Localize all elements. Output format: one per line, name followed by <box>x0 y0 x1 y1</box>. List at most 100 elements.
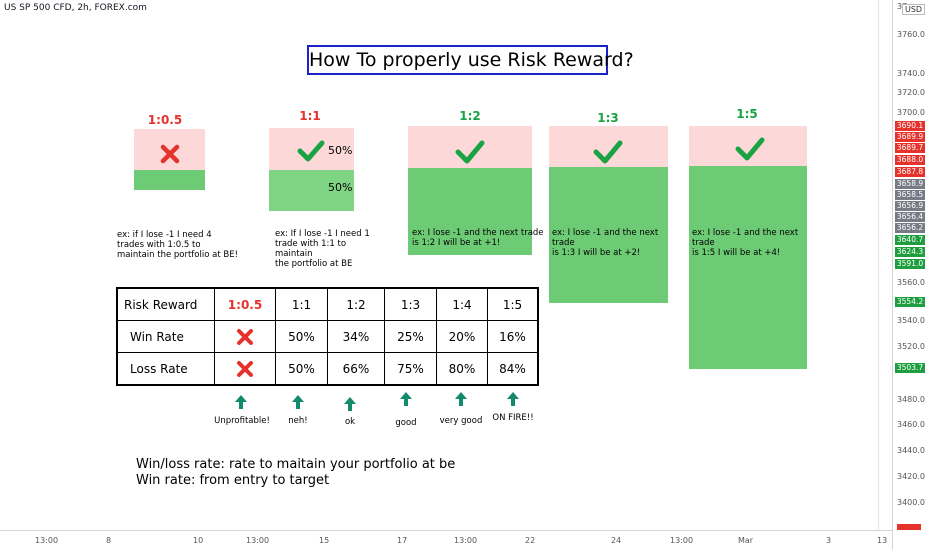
table-cell: 75% <box>384 352 437 386</box>
price-tick: 3420.0 <box>897 472 925 481</box>
reward-percent-label: 50% <box>328 181 353 194</box>
price-tick: 3740.0 <box>897 69 925 78</box>
verdict-label: ok <box>344 417 356 427</box>
price-label-green: 3503.7 <box>895 363 925 373</box>
verdict-label: neh! <box>288 416 308 426</box>
reward-zone-1-0-5 <box>134 170 205 190</box>
table-header-cell: 1:4 <box>436 287 488 321</box>
example-text-1: ex: if I lose -1 I need 4 trades with 1:… <box>117 230 238 260</box>
check-icon <box>297 140 325 162</box>
time-axis[interactable] <box>0 530 892 551</box>
table-header-cell: 1:1 <box>275 287 328 321</box>
arrow-up-icon <box>507 392 519 406</box>
loss-rate-label: Loss Rate <box>116 352 215 386</box>
price-label-green: 3591.0 <box>895 259 925 269</box>
table-header-cell: 1:3 <box>384 287 437 321</box>
arrow-up-icon <box>400 392 412 406</box>
table-cell: 20% <box>436 320 488 353</box>
table-cell: 66% <box>327 352 385 386</box>
example-text-4: ex: I lose -1 and the next trade is 1:3 … <box>552 228 659 258</box>
table-header-cell: Risk Reward <box>116 287 215 321</box>
table-cell <box>214 352 276 386</box>
chart-divider <box>878 0 879 530</box>
price-tick: 3560.0 <box>897 278 925 287</box>
risk-percent-label: 50% <box>328 144 353 157</box>
price-label-gray: 3656.2 <box>895 223 925 233</box>
table-row: Loss Rate 50% 66% 75% 80% 84% <box>116 352 539 386</box>
check-icon <box>735 137 765 161</box>
time-tick: 13:00 <box>246 536 270 545</box>
price-label-gray: 3656.9 <box>895 201 925 211</box>
ratio-label-1-5: 1:5 <box>736 107 758 121</box>
table-cell <box>214 320 276 353</box>
ratio-label-1-3: 1:3 <box>597 111 619 125</box>
table-cell: 34% <box>327 320 385 353</box>
check-icon <box>593 140 623 164</box>
price-label-green: 3624.3 <box>895 247 925 257</box>
table-cell: 25% <box>384 320 437 353</box>
arrow-up-icon <box>292 395 304 409</box>
note-line-2: Win rate: from entry to target <box>136 473 330 488</box>
price-label-gray: 3658.9 <box>895 179 925 189</box>
price-label-gray: 3658.5 <box>895 190 925 200</box>
time-tick: 17 <box>397 536 408 545</box>
time-tick: 10 <box>193 536 204 545</box>
price-tick: 3460.0 <box>897 420 925 429</box>
verdict-label: ON FIRE!! <box>492 413 534 423</box>
ratio-label-1-0-5: 1:0.5 <box>147 113 183 127</box>
currency-badge[interactable]: USD <box>902 4 926 15</box>
table-header-row: Risk Reward 1:0.5 1:1 1:2 1:3 1:4 1:5 <box>116 287 539 321</box>
table-cell: 84% <box>487 352 539 386</box>
risk-reward-table: Risk Reward 1:0.5 1:1 1:2 1:3 1:4 1:5 Wi… <box>116 287 539 386</box>
price-label-green: 3640.7 <box>895 235 925 245</box>
time-tick: 13:00 <box>35 536 59 545</box>
time-tick: 13 <box>877 536 888 545</box>
verdict-label: Unprofitable! <box>214 416 270 426</box>
symbol-label[interactable]: US SP 500 CFD, 2h, FOREX.com <box>4 3 147 13</box>
arrow-up-icon <box>455 392 467 406</box>
price-tick: 3700.0 <box>897 108 925 117</box>
price-tick: 3760.0 <box>897 30 925 39</box>
price-tick: 3540.0 <box>897 316 925 325</box>
note-line-1: Win/loss rate: rate to maitain your port… <box>136 457 456 472</box>
risk-zone-1-0-5 <box>134 129 205 170</box>
risk-zone-1-1 <box>269 128 354 170</box>
ratio-label-1-1: 1:1 <box>299 109 321 123</box>
arrow-up-icon <box>344 397 356 411</box>
page-title: How To properly use Risk Reward? <box>307 45 634 75</box>
price-label-red: 3689.7 <box>895 143 925 153</box>
table-header-cell: 1:5 <box>487 287 539 321</box>
time-tick: 24 <box>611 536 622 545</box>
time-tick: 22 <box>525 536 536 545</box>
table-cell: 16% <box>487 320 539 353</box>
ratio-label-1-2: 1:2 <box>459 109 481 123</box>
reward-zone-1-3 <box>549 167 668 303</box>
time-tick: 3 <box>826 536 832 545</box>
example-text-2: ex: If I lose -1 I need 1 trade with 1:1… <box>275 229 370 269</box>
price-tick: 3720.0 <box>897 88 925 97</box>
time-tick: 13:00 <box>670 536 694 545</box>
cross-icon <box>160 144 180 164</box>
price-tick: 3520.0 <box>897 342 925 351</box>
price-label-gray: 3656.4 <box>895 212 925 222</box>
time-tick: 15 <box>319 536 330 545</box>
cross-icon <box>237 360 253 377</box>
price-tick: 3400.0 <box>897 498 925 507</box>
table-cell: 80% <box>436 352 488 386</box>
reward-zone-1-2 <box>408 168 532 255</box>
table-cell: 50% <box>275 352 328 386</box>
win-rate-label: Win Rate <box>116 320 215 353</box>
reward-zone-1-1 <box>269 170 354 211</box>
price-axis[interactable] <box>892 0 932 550</box>
price-label-red: 3689.9 <box>895 132 925 142</box>
price-tick: 3480.0 <box>897 395 925 404</box>
price-marker-red <box>897 524 921 530</box>
verdict-label: good <box>395 418 417 428</box>
example-text-5: ex: I lose -1 and the next trade is 1:5 … <box>692 228 799 258</box>
check-icon <box>455 140 485 164</box>
time-tick: 13:00 <box>454 536 478 545</box>
cross-icon <box>237 328 253 345</box>
price-label-green: 3554.2 <box>895 297 925 307</box>
time-tick: 8 <box>106 536 112 545</box>
price-label-red: 3690.1 <box>895 121 925 131</box>
